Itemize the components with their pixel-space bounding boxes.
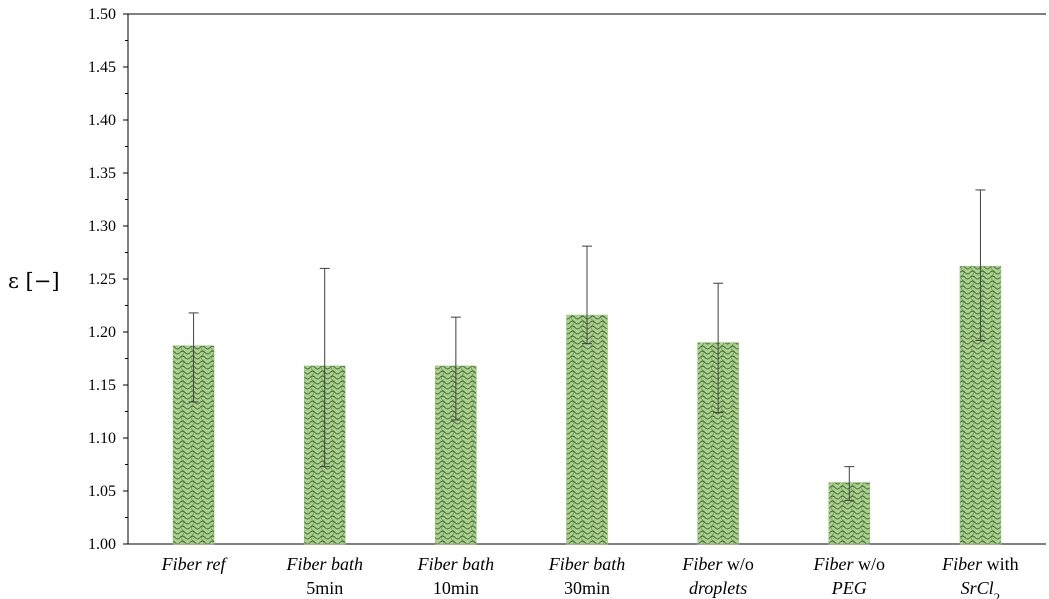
- x-tick-label: SrCl2: [961, 578, 1001, 599]
- x-tick-label: Fiber bath: [548, 554, 626, 574]
- x-tick-label: 10min: [433, 578, 479, 598]
- y-axis-label: ε [−]: [8, 269, 60, 293]
- x-tick-label: Fiber bath: [285, 554, 363, 574]
- category-labels: Fiber ref Fiber bath 5min Fiber bath 10min Fi…: [161, 554, 1019, 599]
- y-tick-label: 1.35: [88, 165, 116, 182]
- x-tick-label: 5min: [306, 578, 343, 598]
- y-tick-label: 1.15: [88, 377, 116, 394]
- error-bars: [188, 189, 986, 502]
- y-tick-label: 1.05: [88, 483, 116, 500]
- y-tick-label: 1.45: [88, 59, 116, 76]
- y-tick-label: 1.30: [88, 218, 116, 235]
- x-tick-label: Fiber w/o: [681, 554, 754, 574]
- x-tick-label: Fiber w/o: [813, 554, 886, 574]
- x-tick-label: PEG: [831, 578, 867, 598]
- bar: [566, 314, 608, 545]
- y-tick-label: 1.50: [88, 6, 116, 23]
- bars: [172, 266, 1002, 545]
- x-tick-label: droplets: [689, 578, 747, 598]
- y-tick-label: 1.20: [88, 324, 116, 341]
- x-tick-label: Fiber ref: [161, 554, 229, 574]
- x-tick-label: Fiber with: [941, 554, 1019, 574]
- x-tick-label: 30min: [564, 578, 610, 598]
- y-axis: 1.00 1.05 1.10 1.15 1.20 1.25 1.30 1.35 1.40 1.45…: [88, 6, 1046, 553]
- y-tick-label: 1.40: [88, 112, 116, 129]
- y-tick-label: 1.00: [88, 536, 116, 553]
- y-tick-label: 1.10: [88, 430, 116, 447]
- y-tick-label: 1.25: [88, 271, 116, 288]
- x-tick-label: Fiber bath: [417, 554, 495, 574]
